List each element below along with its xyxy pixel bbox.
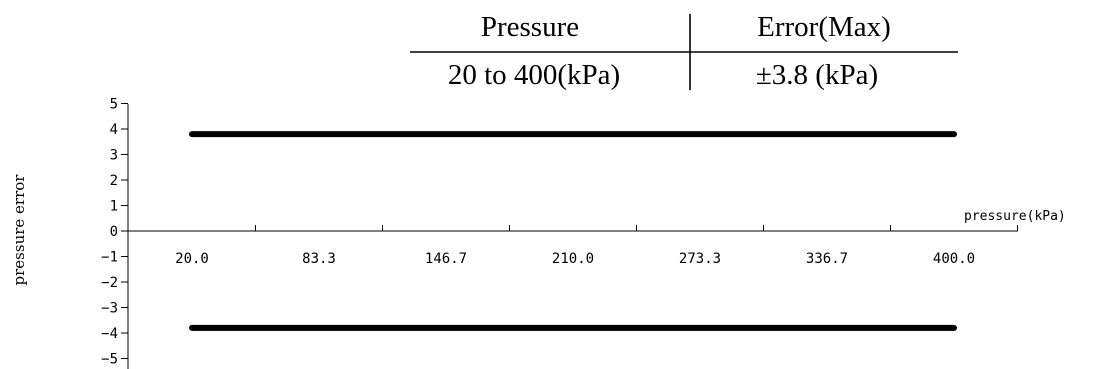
x-tick-label: 400.0: [933, 251, 975, 267]
table-cell-pressure-range: 20 to 400(kPa): [448, 59, 620, 91]
x-tick-label: 83.3: [302, 251, 336, 267]
plot-area: pressure error 5 4 3 2 1 0 −1 −2 −3 −4 −5 20.0 83.3…: [10, 97, 1066, 369]
table-header-error: Error(Max): [757, 11, 891, 43]
y-tick-label: 3: [110, 148, 118, 164]
y-tick-label: 5: [110, 97, 118, 113]
y-tick-label: 0: [110, 224, 118, 240]
x-tick-label: 146.7: [425, 251, 467, 267]
x-axis-label: pressure(kPa): [964, 209, 1066, 224]
table-header-pressure: Pressure: [481, 11, 579, 43]
y-tick-label: −3: [101, 301, 118, 317]
y-tick-label: −5: [101, 352, 118, 368]
y-tick-label: −2: [101, 275, 118, 291]
x-tick-label: 20.0: [175, 251, 209, 267]
x-tick-label: 210.0: [552, 251, 594, 267]
y-tick-label: 2: [110, 173, 118, 189]
y-tick-label: −1: [101, 250, 118, 266]
table-cell-error-value: ±3.8 (kPa): [756, 59, 878, 91]
y-tick-label: 4: [110, 122, 118, 138]
spec-table: Pressure Error(Max) 20 to 400(kPa) ±3.8 …: [410, 11, 958, 91]
y-axis-label: pressure error: [10, 174, 28, 286]
x-tick-label: 273.3: [679, 251, 721, 267]
y-tick-label: 1: [110, 199, 118, 215]
x-tick-label: 336.7: [806, 251, 848, 267]
y-tick-label: −4: [101, 326, 118, 342]
